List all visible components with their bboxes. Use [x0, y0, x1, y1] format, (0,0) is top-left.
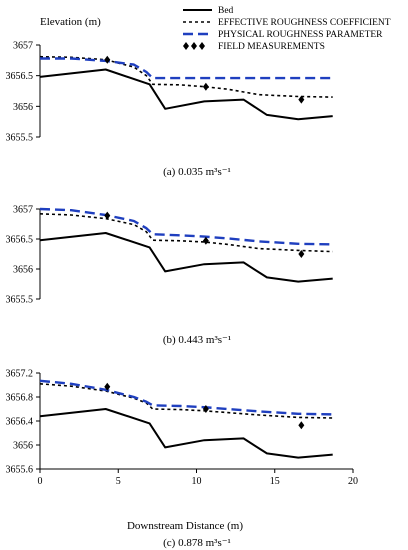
- bed-line: [39, 232, 333, 283]
- x-tick-label: 20: [348, 476, 358, 487]
- y-tick-label: 3656: [13, 441, 33, 452]
- panel-caption: (c) 0.878 m³s⁻¹: [163, 537, 231, 549]
- legend-label-effective: EFFECTIVE ROUGHNESS COEFFICIENT: [218, 18, 391, 28]
- panel-caption: (b) 0.443 m³s⁻¹: [163, 334, 231, 346]
- legend: Bed EFFECTIVE ROUGHNESS COEFFICIENT PHYS…: [183, 6, 391, 52]
- y-tick-label: 3656.8: [6, 393, 34, 404]
- y-tick-label: 3656.4: [6, 417, 34, 428]
- legend-label-bed: Bed: [218, 6, 234, 16]
- field-measurement-point: [104, 382, 111, 391]
- y-tick-label: 3657: [13, 41, 33, 52]
- chart-panel-1: 3655.5 3656 3656.5 3657 (b) 0.443 m³s⁻¹: [6, 205, 333, 346]
- physical-roughness-line: [39, 207, 333, 246]
- field-measurement-point: [202, 236, 209, 245]
- x-axis-label: Downstream Distance (m): [127, 520, 243, 532]
- effective-roughness-line: [39, 55, 333, 98]
- x-tick-label: 10: [192, 476, 202, 487]
- field-measurement-point: [298, 95, 305, 104]
- y-tick-label: 3656: [13, 102, 33, 113]
- chart-panel-2: 3655.6 3656 3656.4 3656.8 3657.2 0 5 10 15 20 (c) …: [6, 369, 359, 550]
- effective-roughness-line: [39, 213, 333, 253]
- y-tick-label: 3656: [13, 265, 33, 276]
- bed-line: [39, 408, 333, 459]
- field-measurement-point: [202, 405, 209, 413]
- legend-swatch-field-diamond-3: [199, 42, 205, 50]
- legend-label-field: FIELD MEASUREMENTS: [218, 42, 325, 52]
- y-tick-label: 3655.6: [6, 465, 34, 476]
- bed-line: [39, 68, 333, 121]
- y-tick-label: 3655.5: [6, 133, 34, 144]
- effective-roughness-line: [39, 383, 333, 419]
- y-axis-label: Elevation (m): [40, 16, 101, 28]
- field-measurement-point: [104, 211, 111, 220]
- legend-swatch-field-diamond-1: [183, 42, 189, 50]
- legend-swatch-field-diamond-2: [191, 42, 197, 50]
- x-tick-label: 5: [116, 476, 121, 487]
- physical-roughness-line: [40, 57, 333, 80]
- y-tick-label: 3657: [13, 205, 33, 216]
- x-tick-label: 0: [38, 476, 43, 487]
- field-measurement-point: [298, 421, 305, 430]
- panel-caption: (a) 0.035 m³s⁻¹: [163, 166, 231, 178]
- y-tick-label: 3656.5: [6, 235, 34, 246]
- field-measurement-point: [104, 55, 111, 64]
- field-measurement-point: [298, 250, 305, 258]
- chart-panel-0: 3655.5 3656 3656.5 3657 (a) 0.035 m³s⁻¹: [6, 41, 333, 178]
- y-tick-label: 3655.5: [6, 295, 34, 306]
- x-tick-label: 15: [270, 476, 280, 487]
- field-measurement-point: [202, 82, 209, 91]
- y-tick-label: 3656.5: [6, 71, 34, 82]
- y-tick-label: 3657.2: [6, 369, 34, 380]
- legend-label-physical: PHYSICAL ROUGHNESS PARAMETER: [218, 30, 383, 40]
- physical-roughness-line: [39, 379, 333, 416]
